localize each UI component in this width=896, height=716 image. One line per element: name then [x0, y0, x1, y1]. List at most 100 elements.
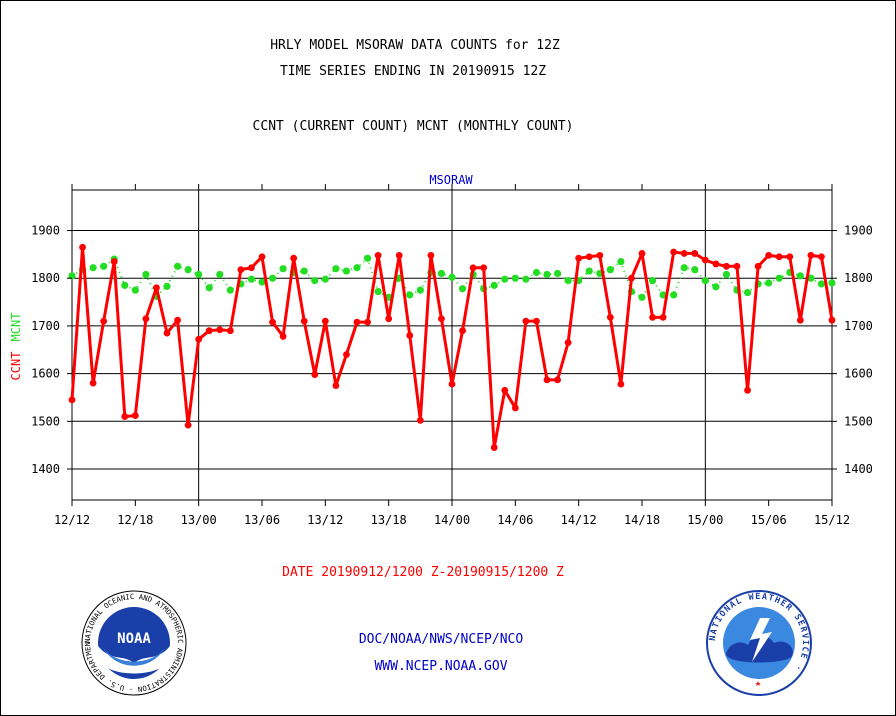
data-point-mcnt [300, 267, 308, 275]
data-point-ccnt [733, 262, 741, 270]
data-point-mcnt [247, 275, 256, 283]
data-point-mcnt [722, 270, 731, 279]
data-point-mcnt [342, 267, 351, 275]
data-point-ccnt [585, 253, 593, 261]
data-point-ccnt [680, 250, 688, 257]
data-point-ccnt [596, 251, 604, 259]
data-point-ccnt [796, 316, 804, 324]
data-point-ccnt [321, 317, 329, 325]
data-point-ccnt [448, 380, 456, 388]
x-tick-label: 14/12 [561, 513, 597, 527]
data-point-ccnt [153, 284, 160, 292]
data-point-ccnt [459, 327, 466, 335]
data-point-mcnt [638, 293, 646, 301]
data-point-ccnt [786, 253, 794, 261]
data-point-ccnt [670, 248, 678, 256]
data-point-mcnt [100, 262, 108, 270]
time-series-chart: 1400 1400 1500 1500 1600 1600 1700 1700 1800 1800… [9, 173, 873, 527]
y-tick-label-right: 1700 [844, 319, 873, 333]
data-point-ccnt [606, 313, 614, 321]
day-separators [198, 190, 706, 500]
y-tick-label: 1500 [31, 414, 60, 428]
data-point-mcnt [670, 291, 678, 299]
data-point-ccnt [395, 251, 403, 259]
x-tick-label: 15/06 [751, 513, 787, 527]
x-tick-label: 14/06 [497, 513, 533, 527]
data-point-mcnt [828, 279, 836, 287]
x-tick-label: 14/18 [624, 513, 660, 527]
data-point-mcnt [765, 279, 773, 287]
data-point-mcnt [796, 272, 804, 280]
data-point-mcnt [553, 269, 562, 278]
plot-label: MSORAW [429, 173, 473, 187]
data-point-mcnt [89, 264, 97, 272]
data-point-mcnt [691, 266, 699, 274]
data-point-ccnt [100, 317, 108, 325]
data-point-ccnt [438, 315, 445, 323]
data-point-mcnt [775, 274, 783, 282]
seagull-icon [98, 646, 170, 674]
data-point-mcnt [817, 280, 826, 288]
data-point-mcnt [332, 265, 340, 273]
data-point-ccnt [469, 264, 477, 272]
data-point-ccnt [554, 376, 561, 384]
data-point-mcnt [501, 275, 509, 283]
x-tick-label: 13/06 [244, 513, 280, 527]
data-point-ccnt [343, 351, 350, 358]
data-point-ccnt [775, 253, 783, 261]
data-point-ccnt [427, 251, 435, 259]
data-point-mcnt [522, 275, 530, 283]
noaa-logo-text: NOAA [117, 631, 151, 647]
data-point-ccnt [311, 371, 319, 378]
data-point-ccnt [765, 251, 773, 259]
data-point-ccnt [269, 318, 276, 326]
y-tick-label: 1800 [31, 271, 60, 285]
data-point-ccnt [649, 313, 656, 321]
data-point-ccnt [818, 253, 825, 261]
data-point-ccnt [89, 379, 97, 387]
data-point-mcnt [406, 291, 414, 299]
x-axis-ticks: 12/12 12/18 13/00 13/06 13/12 13/18 14/00 14/06… [54, 184, 850, 527]
data-point-ccnt [490, 444, 498, 451]
org-label: DOC/NOAA/NWS/NCEP/NCO [358, 632, 524, 647]
data-point-ccnt [184, 421, 192, 429]
data-point-mcnt [543, 270, 551, 279]
data-point-mcnt [680, 264, 688, 272]
data-point-ccnt [533, 317, 540, 325]
y-tick-label: 1400 [31, 462, 60, 476]
data-point-mcnt [363, 254, 372, 262]
data-point-ccnt [332, 382, 340, 389]
x-tick-label: 13/18 [371, 513, 407, 527]
data-point-ccnt [79, 243, 86, 251]
data-point-mcnt [606, 266, 614, 274]
data-point-mcnt [511, 274, 519, 282]
data-point-ccnt [205, 327, 213, 335]
data-point-ccnt [480, 264, 488, 272]
data-point-mcnt [374, 287, 382, 296]
y-tick-label-right: 1900 [844, 224, 873, 238]
data-point-mcnt [226, 286, 234, 294]
data-point-mcnt [437, 269, 446, 278]
data-point-ccnt [131, 412, 139, 419]
data-point-mcnt [532, 268, 541, 277]
lightning-bolt-icon [750, 618, 772, 662]
data-point-mcnt [205, 284, 213, 292]
data-point-mcnt [163, 282, 171, 290]
data-point-ccnt [564, 339, 572, 347]
y-tick-label-right: 1800 [844, 271, 873, 285]
data-point-ccnt [248, 264, 255, 272]
y-tick-label-right: 1400 [844, 462, 873, 476]
data-point-mcnt [173, 262, 182, 270]
data-point-mcnt [712, 283, 720, 291]
y-tick-label-right: 1500 [844, 414, 873, 428]
data-point-mcnt [585, 267, 593, 275]
series-ccnt [68, 243, 836, 451]
data-point-ccnt [691, 250, 699, 257]
data-point-ccnt [258, 253, 266, 261]
data-point-ccnt [638, 250, 646, 257]
data-point-mcnt [279, 265, 287, 273]
data-point-mcnt [416, 286, 424, 294]
data-point-ccnt [364, 318, 371, 326]
data-point-ccnt [300, 317, 308, 325]
data-point-ccnt [174, 316, 181, 324]
